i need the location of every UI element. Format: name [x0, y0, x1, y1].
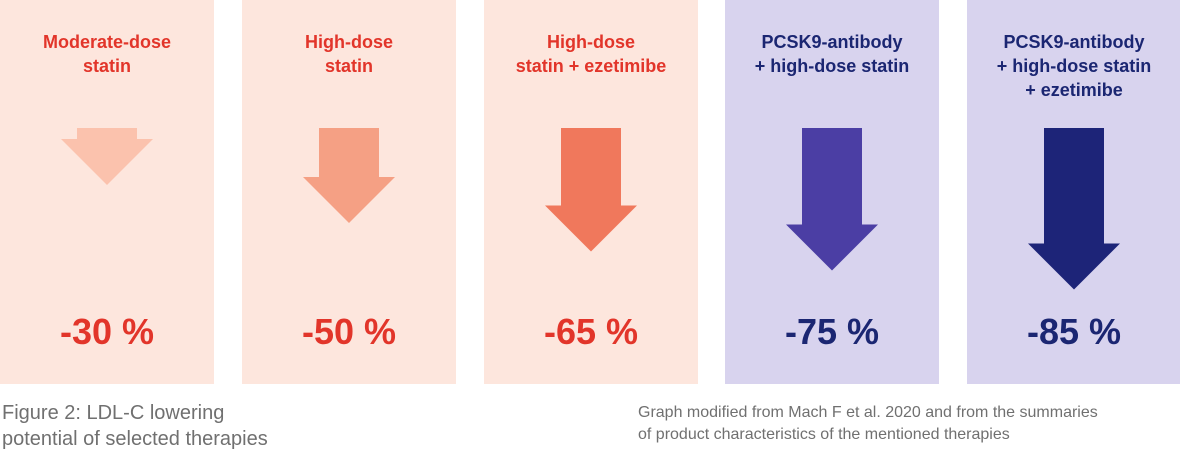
therapy-panel: High-dose statin -50 % [242, 0, 456, 384]
down-arrow-icon [545, 128, 637, 252]
therapy-panel: High-dose statin + ezetimibe -65 % [484, 0, 698, 384]
reduction-value-label: -50 % [301, 311, 397, 352]
down-arrow-icon [303, 128, 395, 223]
reduction-value-label: -75 % [784, 311, 880, 352]
reduction-value-label: -65 % [543, 311, 639, 352]
down-arrow-icon [61, 128, 153, 185]
therapy-panel: Moderate-dose statin -30 % [0, 0, 214, 384]
reduction-arrow-container [61, 128, 153, 185]
reduction-arrow-container [545, 128, 637, 252]
down-arrow-icon [1028, 128, 1120, 290]
reduction-value-label: -85 % [1026, 311, 1122, 352]
therapy-label: Moderate-dose statin [42, 32, 172, 76]
reduction-arrow-container [786, 128, 878, 271]
therapy-label: PCSK9-antibody + high-dose statin + ezet… [996, 32, 1152, 100]
therapy-label: High-dose statin + ezetimibe [515, 32, 667, 76]
reduction-arrow-container [303, 128, 395, 223]
therapy-label: PCSK9-antibody + high-dose statin [754, 32, 910, 76]
reduction-arrow-container [1028, 128, 1120, 290]
figure-caption: Figure 2: LDL-C lowering potential of se… [2, 402, 268, 450]
therapy-panel: PCSK9-antibody + high-dose statin -75 % [725, 0, 939, 384]
source-note: Graph modified from Mach F et al. 2020 a… [638, 404, 1098, 443]
therapy-panel: PCSK9-antibody + high-dose statin + ezet… [967, 0, 1180, 384]
reduction-value-label: -30 % [59, 311, 155, 352]
down-arrow-icon [786, 128, 878, 271]
therapy-label: High-dose statin [305, 32, 393, 76]
